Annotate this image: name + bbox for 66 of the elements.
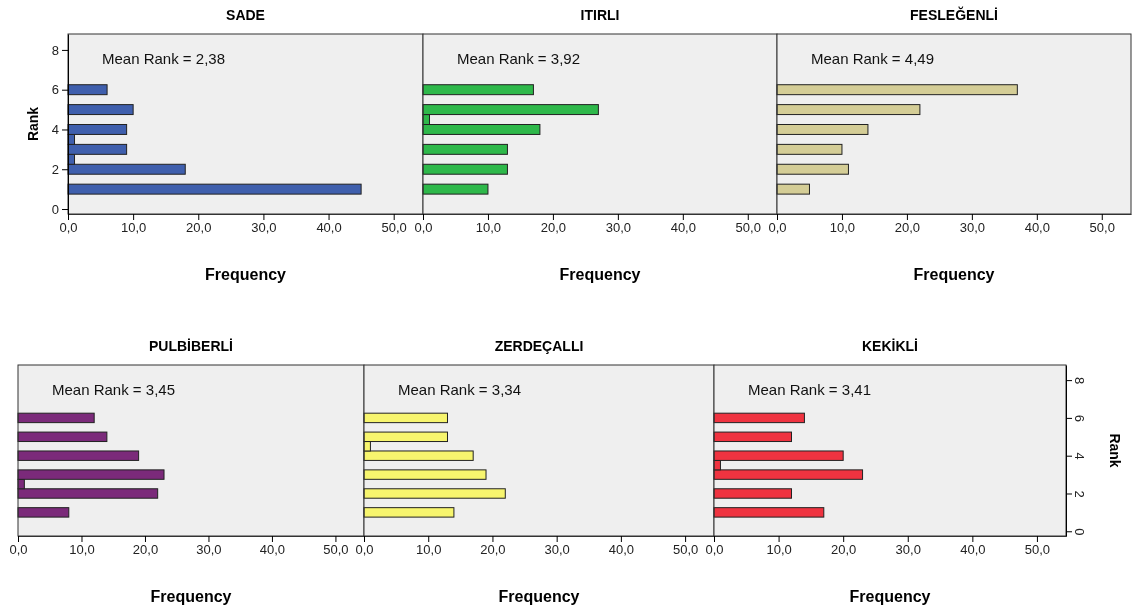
- x-tick-label: 10,0: [69, 542, 95, 558]
- x-axis-title: Frequency: [205, 266, 287, 283]
- x-tick-label: 10,0: [766, 542, 792, 558]
- y-tick-label: 0: [1072, 528, 1088, 536]
- annotation: Mean Rank = 4,49: [811, 50, 934, 67]
- x-tick-label: 50,0: [1089, 220, 1115, 236]
- annotation: Mean Rank = 2,38: [102, 50, 225, 67]
- x-axis-title: Frequency: [849, 588, 931, 605]
- x-tick-label: 50,0: [1024, 542, 1051, 558]
- x-tick-label: 20,0: [132, 542, 159, 558]
- x-tick-label: 20,0: [831, 542, 857, 558]
- x-tick-label: 10,0: [416, 542, 442, 558]
- x-tick-label: 30,0: [959, 220, 986, 236]
- x-axis-title: Frequency: [913, 266, 995, 283]
- y-tick-label: 4: [1072, 452, 1088, 460]
- x-tick-label: 50,0: [735, 220, 761, 236]
- y-axis-title: Rank: [1107, 433, 1123, 468]
- x-tick-label: 50,0: [672, 542, 699, 558]
- y-tick-label: 8: [1072, 377, 1088, 385]
- y-axis-title: Rank: [25, 106, 41, 142]
- y-tick-label: 0: [51, 201, 59, 217]
- annotation: Mean Rank = 3,34: [398, 381, 521, 398]
- x-tick-label: 30,0: [895, 542, 921, 558]
- x-tick-label: 20,0: [894, 220, 921, 236]
- x-tick-label: 30,0: [605, 220, 632, 236]
- y-tick-label: 2: [51, 161, 59, 177]
- x-tick-label: 0,0: [355, 542, 374, 558]
- x-tick-label: 20,0: [480, 542, 506, 558]
- x-tick-label: 10,0: [829, 220, 856, 236]
- x-tick-label: 40,0: [960, 542, 986, 558]
- y-tick-label: 2: [1072, 490, 1088, 498]
- x-tick-label: 40,0: [1024, 220, 1050, 236]
- x-tick-label: 0,0: [9, 542, 28, 558]
- x-tick-label: 40,0: [259, 542, 286, 558]
- y-tick-label: 4: [51, 122, 59, 138]
- annotation: Mean Rank = 3,92: [457, 50, 580, 67]
- chart-title: PULBİBERLİ: [149, 338, 233, 354]
- x-axis-title: Frequency: [498, 588, 580, 605]
- x-tick-label: 20,0: [186, 220, 212, 236]
- annotation: Mean Rank = 3,45: [52, 381, 175, 398]
- x-tick-label: 20,0: [540, 220, 567, 236]
- y-tick-label: 6: [1072, 414, 1088, 423]
- x-tick-label: 10,0: [120, 220, 147, 236]
- annotation: Mean Rank = 3,41: [748, 381, 871, 398]
- x-tick-label: 10,0: [475, 220, 502, 236]
- chart-title: KEKİKLİ: [862, 338, 918, 354]
- chart-title: SADE: [226, 7, 265, 23]
- x-tick-label: 0,0: [59, 220, 78, 236]
- x-axis-title: Frequency: [150, 588, 232, 605]
- x-tick-label: 50,0: [323, 542, 349, 558]
- chart-title: ITIRLI: [580, 7, 620, 23]
- chart-title: FESLEĞENLİ: [910, 6, 998, 23]
- y-tick-label: 8: [51, 42, 59, 58]
- x-tick-label: 50,0: [381, 220, 407, 236]
- x-tick-label: 30,0: [544, 542, 570, 558]
- chart-title: ZERDEÇALLI: [494, 338, 584, 354]
- x-tick-label: 30,0: [251, 220, 277, 236]
- y-tick-label: 6: [51, 82, 59, 98]
- x-axis-title: Frequency: [559, 266, 641, 283]
- x-tick-label: 40,0: [670, 220, 696, 236]
- x-tick-label: 40,0: [608, 542, 635, 558]
- x-tick-label: 0,0: [705, 542, 724, 558]
- x-tick-label: 0,0: [414, 220, 433, 236]
- x-tick-label: 40,0: [316, 220, 342, 236]
- x-tick-label: 30,0: [196, 542, 222, 558]
- x-tick-label: 0,0: [768, 220, 787, 236]
